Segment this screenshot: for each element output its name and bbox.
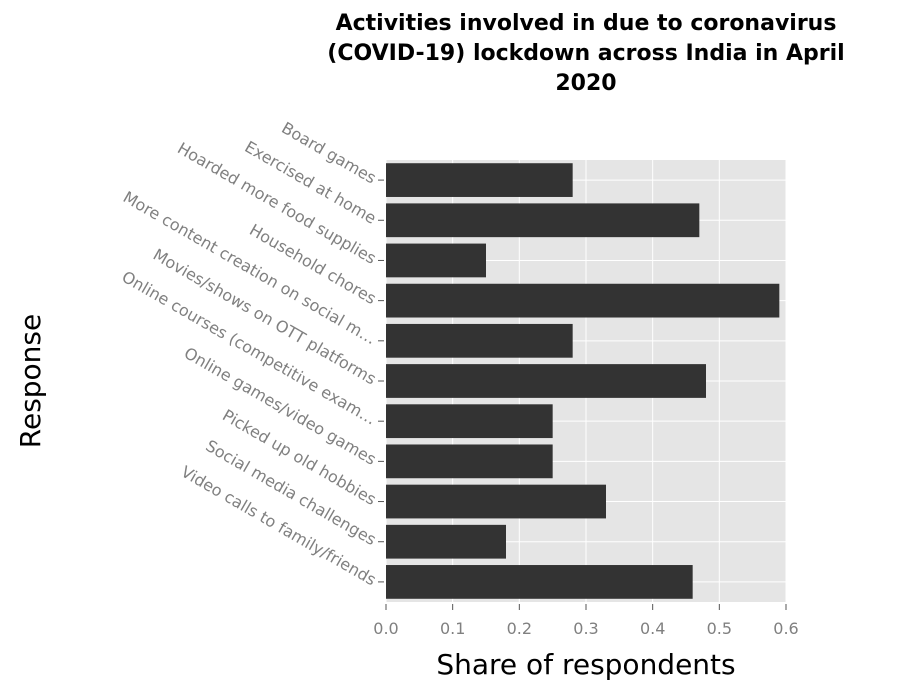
- bar: [386, 163, 573, 197]
- bar: [386, 323, 573, 358]
- bar: [386, 484, 606, 519]
- bar: [386, 364, 706, 398]
- x-tick-label: 0.1: [440, 619, 465, 638]
- chart-title-line: (COVID-19) lockdown across India in Apri…: [327, 41, 844, 66]
- x-tick-label: 0.4: [640, 619, 665, 638]
- bars: [386, 163, 780, 599]
- y-axis-title: Response: [14, 314, 47, 448]
- x-tick-label: 0.6: [773, 619, 798, 638]
- x-tick-label: 0.5: [707, 619, 732, 638]
- x-tick-label: 0.0: [373, 619, 398, 638]
- bar: [386, 565, 693, 599]
- x-tick-label: 0.2: [507, 619, 532, 638]
- bar: [386, 524, 506, 559]
- bar: [386, 444, 553, 479]
- x-axis-title: Share of respondents: [436, 648, 735, 681]
- bar: [386, 243, 486, 278]
- chart-title: Activities involved in due to coronaviru…: [327, 11, 844, 96]
- y-tick-label: Online courses (competitive exam…: [119, 267, 380, 429]
- y-tick-label: More content creation on social m…: [120, 187, 380, 348]
- chart-title-line: 2020: [555, 71, 616, 96]
- x-tick-label: 0.3: [573, 619, 598, 638]
- x-axis: 0.0 0.1 0.2 0.3 0.4 0.5 0.6: [373, 604, 799, 638]
- chart-title-line: Activities involved in due to coronaviru…: [336, 11, 837, 36]
- bar: [386, 283, 780, 318]
- bar: [386, 404, 553, 439]
- bar: [386, 203, 700, 238]
